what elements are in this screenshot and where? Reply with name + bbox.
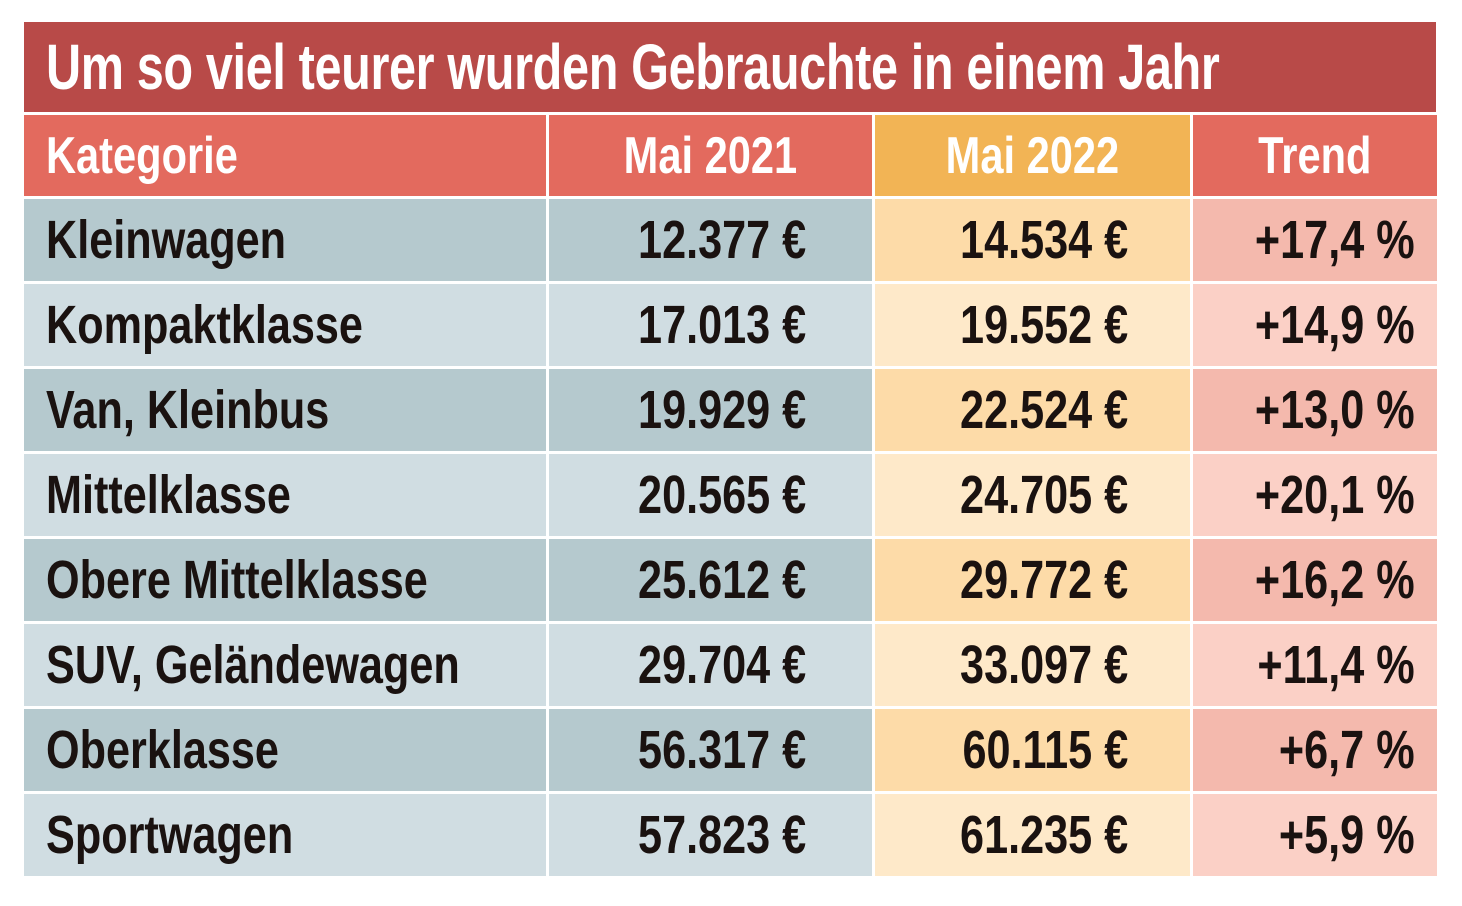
cell-category: Van, Kleinbus (24, 369, 546, 451)
cell-mai-2022: 22.524 € (875, 369, 1190, 451)
cell-text: 14.534 € (959, 210, 1128, 270)
cell-trend: +11,4 % (1193, 624, 1437, 706)
cell-mai-2022: 33.097 € (875, 624, 1190, 706)
cell-trend: +13,0 % (1193, 369, 1437, 451)
cell-mai-2021: 12.377 € (549, 199, 872, 281)
cell-category: Kompaktklasse (24, 284, 546, 366)
header-mai-2022: Mai 2022 (875, 115, 1190, 196)
cell-text: 25.612 € (637, 550, 806, 610)
table-title: Um so viel teurer wurden Gebrauchte in e… (24, 22, 1436, 112)
cell-category: Sportwagen (24, 794, 546, 876)
cell-mai-2022: 61.235 € (875, 794, 1190, 876)
cell-mai-2022: 19.552 € (875, 284, 1190, 366)
cell-text: 57.823 € (637, 805, 806, 865)
cell-category: Oberklasse (24, 709, 546, 791)
cell-text: +11,4 % (1257, 635, 1415, 695)
cell-text: Van, Kleinbus (46, 380, 330, 440)
header-text: Mai 2022 (945, 126, 1120, 185)
cell-trend: +6,7 % (1193, 709, 1437, 791)
cell-category: SUV, Geländewagen (24, 624, 546, 706)
header-kategorie: Kategorie (24, 115, 546, 196)
header-mai-2021: Mai 2021 (549, 115, 872, 196)
cell-text: +6,7 % (1279, 720, 1415, 780)
header-text: Kategorie (46, 126, 238, 185)
cell-category: Mittelklasse (24, 454, 546, 536)
cell-text: +17,4 % (1255, 210, 1415, 270)
cell-mai-2021: 29.704 € (549, 624, 872, 706)
cell-trend: +20,1 % (1193, 454, 1437, 536)
cell-mai-2021: 25.612 € (549, 539, 872, 621)
cell-mai-2021: 56.317 € (549, 709, 872, 791)
cell-text: Sportwagen (46, 805, 294, 865)
price-table: Um so viel teurer wurden Gebrauchte in e… (24, 22, 1437, 876)
cell-text: 17.013 € (637, 295, 806, 355)
table-grid: Kategorie Mai 2021 Mai 2022 Trend Kleinw… (24, 115, 1437, 876)
cell-text: +14,9 % (1255, 295, 1415, 355)
title-text: Um so viel teurer wurden Gebrauchte in e… (46, 31, 1220, 103)
cell-text: +13,0 % (1255, 380, 1415, 440)
cell-text: 29.704 € (637, 635, 806, 695)
cell-trend: +17,4 % (1193, 199, 1437, 281)
header-trend: Trend (1193, 115, 1437, 196)
cell-mai-2021: 20.565 € (549, 454, 872, 536)
cell-mai-2022: 29.772 € (875, 539, 1190, 621)
cell-text: 12.377 € (637, 210, 806, 270)
cell-text: 60.115 € (962, 720, 1128, 780)
cell-mai-2021: 57.823 € (549, 794, 872, 876)
cell-text: Kleinwagen (46, 210, 287, 270)
cell-text: SUV, Geländewagen (46, 635, 460, 695)
cell-text: 19.929 € (637, 380, 806, 440)
cell-text: 24.705 € (959, 465, 1128, 525)
cell-mai-2021: 19.929 € (549, 369, 872, 451)
cell-trend: +5,9 % (1193, 794, 1437, 876)
cell-text: Mittelklasse (46, 465, 291, 525)
cell-text: 22.524 € (959, 380, 1128, 440)
cell-text: Oberklasse (46, 720, 279, 780)
cell-text: Kompaktklasse (46, 295, 363, 355)
cell-text: Obere Mittelklasse (46, 550, 428, 610)
header-text: Trend (1258, 126, 1372, 185)
cell-text: +16,2 % (1255, 550, 1415, 610)
header-text: Mai 2021 (623, 126, 798, 185)
cell-text: 29.772 € (959, 550, 1128, 610)
cell-mai-2022: 14.534 € (875, 199, 1190, 281)
cell-text: +5,9 % (1279, 805, 1415, 865)
cell-text: 56.317 € (637, 720, 806, 780)
cell-text: 61.235 € (959, 805, 1128, 865)
cell-mai-2021: 17.013 € (549, 284, 872, 366)
cell-trend: +14,9 % (1193, 284, 1437, 366)
cell-text: 33.097 € (959, 635, 1128, 695)
cell-text: 20.565 € (637, 465, 806, 525)
cell-trend: +16,2 % (1193, 539, 1437, 621)
cell-mai-2022: 60.115 € (875, 709, 1190, 791)
cell-text: 19.552 € (959, 295, 1128, 355)
cell-text: +20,1 % (1255, 465, 1415, 525)
cell-mai-2022: 24.705 € (875, 454, 1190, 536)
cell-category: Kleinwagen (24, 199, 546, 281)
cell-category: Obere Mittelklasse (24, 539, 546, 621)
